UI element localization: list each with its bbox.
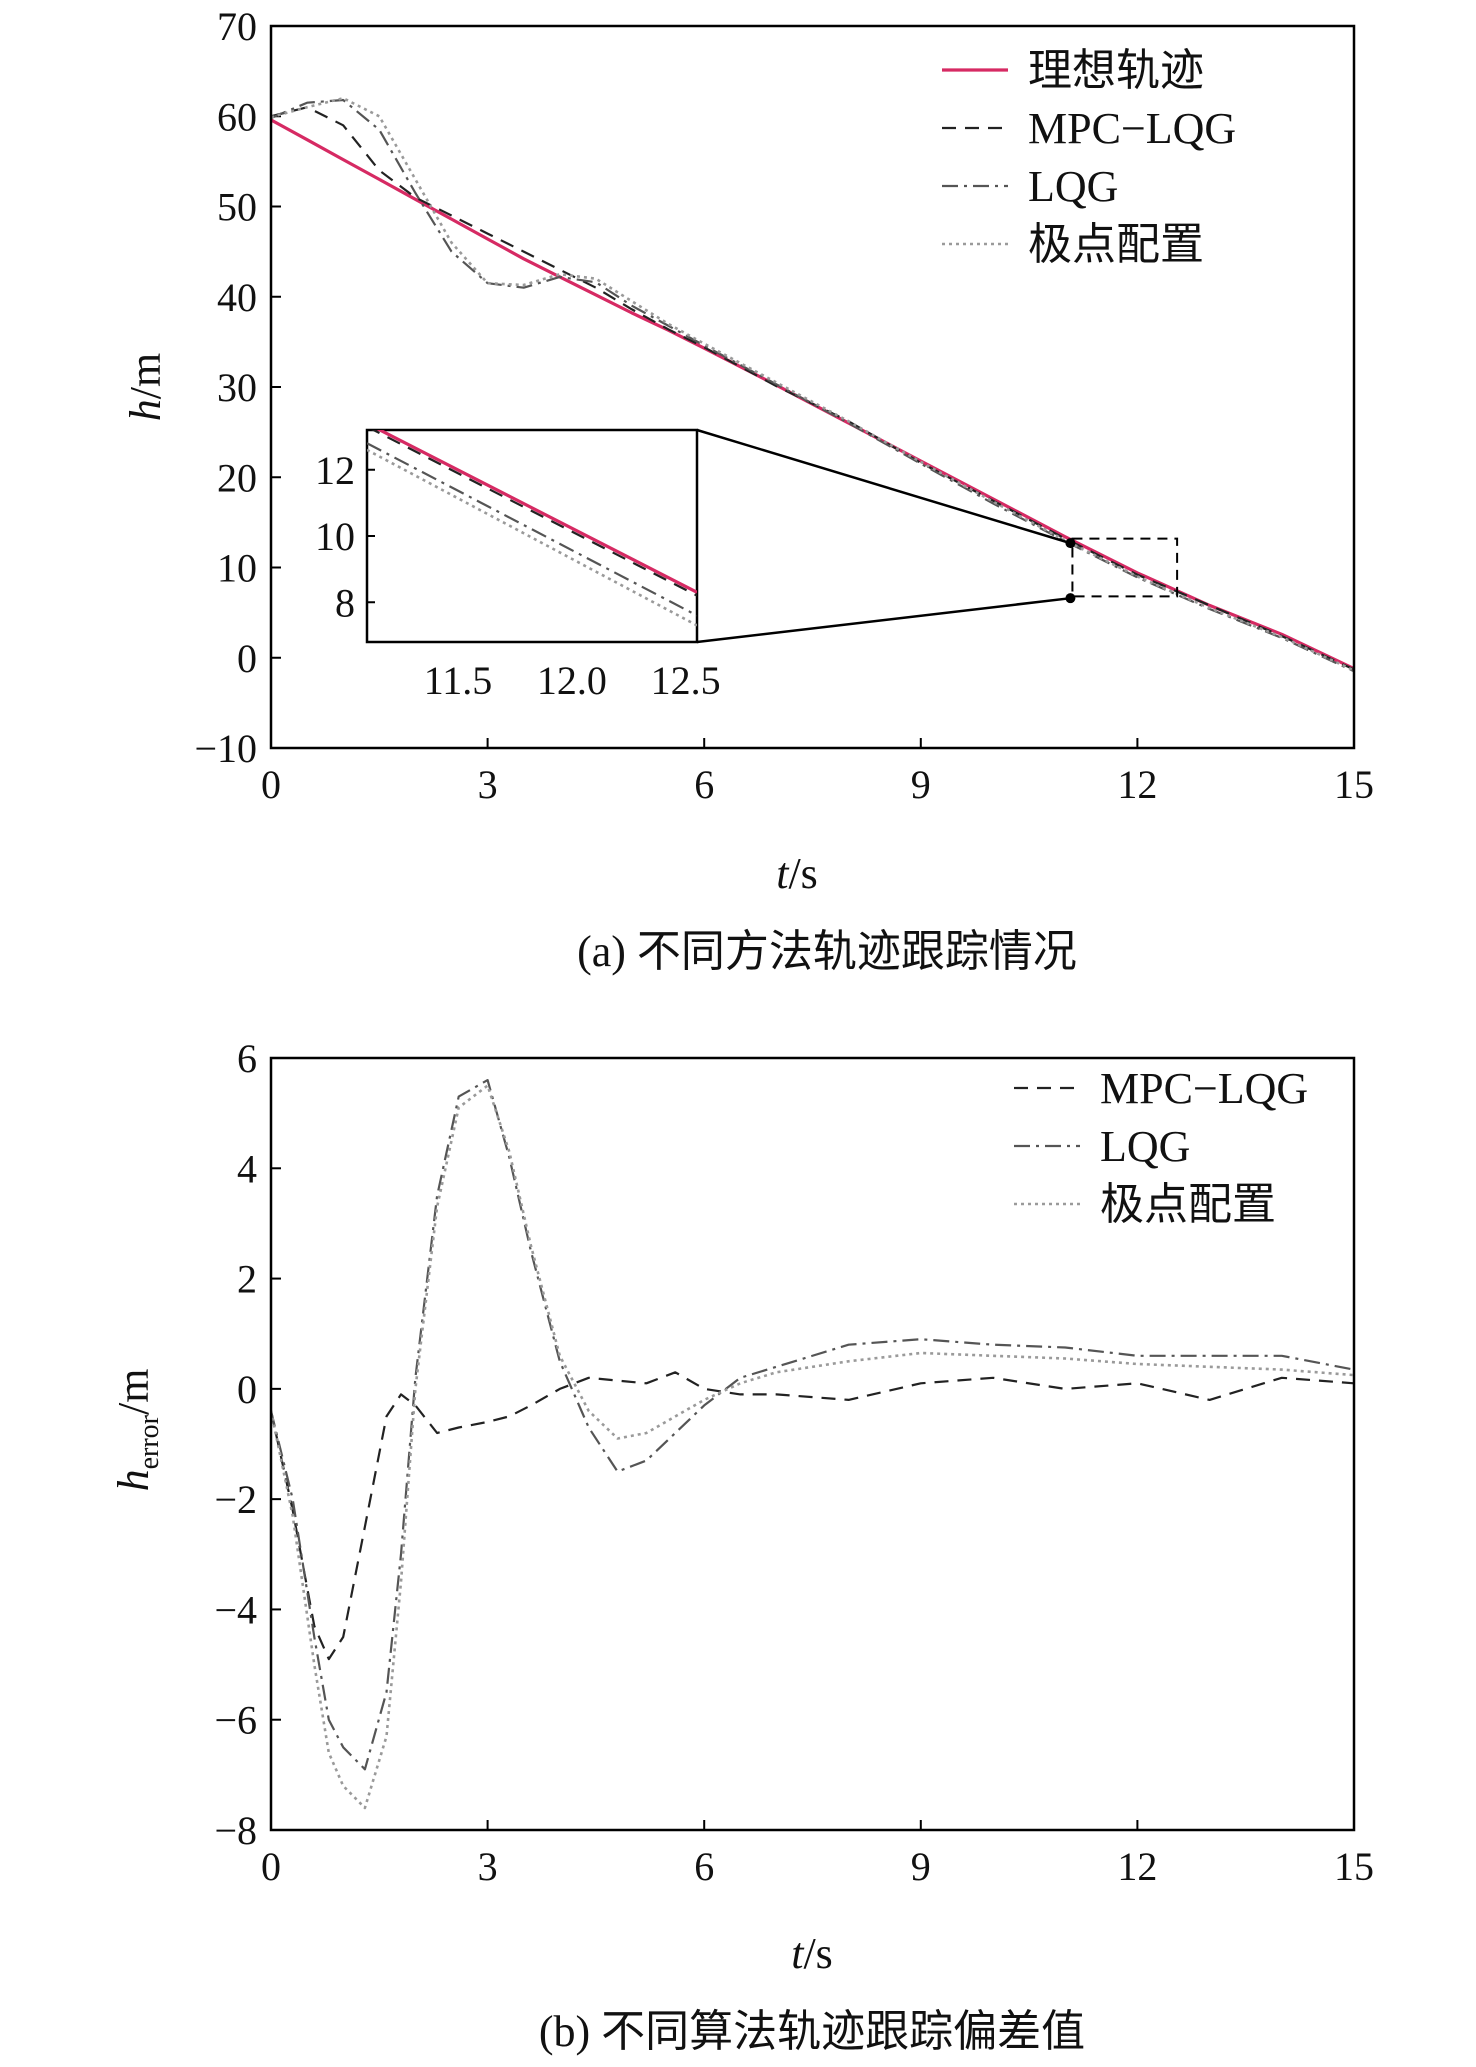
y-tick-label: 40 bbox=[217, 275, 257, 320]
panel-b-legend: MPC−LQG LQG 极点配置 bbox=[1014, 1064, 1308, 1229]
legend-label-lqg: LQG bbox=[1028, 162, 1118, 211]
inset-y-tick-label: 10 bbox=[315, 514, 355, 559]
y-tick-label: 6 bbox=[237, 1036, 257, 1081]
legend-label-mpc-lqg: MPC−LQG bbox=[1100, 1064, 1308, 1113]
panel-a-caption: (a) 不同方法轨迹跟踪情况 bbox=[577, 927, 1077, 976]
inset-line-mpc-lqg bbox=[371, 430, 697, 597]
legend-label-mpc-lqg: MPC−LQG bbox=[1028, 104, 1236, 153]
series-line-lqg bbox=[271, 1079, 1354, 1771]
y-tick-label: 0 bbox=[237, 1367, 257, 1412]
series-line-ideal bbox=[271, 118, 1354, 671]
x-tick-label: 15 bbox=[1334, 1844, 1374, 1889]
y-tick-label: −6 bbox=[214, 1698, 257, 1743]
y-tick-label: 50 bbox=[217, 185, 257, 230]
inset-y-tick-label: 8 bbox=[335, 580, 355, 625]
series-line-mpc-lqg bbox=[271, 1371, 1354, 1661]
legend-label-ideal: 理想轨迹 bbox=[1028, 46, 1204, 95]
x-tick-label: 6 bbox=[694, 762, 714, 807]
inset-x-tick-label: 12.0 bbox=[537, 658, 607, 703]
panel-a-legend: 理想轨迹 MPC−LQG LQG 极点配置 bbox=[942, 46, 1236, 269]
y-tick-label: −10 bbox=[194, 726, 257, 771]
inset-line-lqg bbox=[367, 442, 697, 617]
panel-a-plot-frame bbox=[269, 24, 1356, 750]
panel-b-caption: (b) 不同算法轨迹跟踪偏差值 bbox=[539, 2007, 1085, 2056]
y-tick-label: −4 bbox=[214, 1587, 257, 1632]
x-tick-label: 3 bbox=[478, 1844, 498, 1889]
x-tick-label: 15 bbox=[1334, 762, 1374, 807]
zoom-connector-bottom bbox=[696, 596, 1071, 644]
x-tick-label: 0 bbox=[261, 1844, 281, 1889]
inset-x-tick-label: 12.5 bbox=[651, 658, 721, 703]
series-line-pole-placement bbox=[271, 96, 1354, 672]
zoom-connector-top bbox=[696, 428, 1071, 545]
panel-a-xlabel: t/s bbox=[776, 849, 818, 898]
x-tick-label: 3 bbox=[478, 762, 498, 807]
legend-label-lqg: LQG bbox=[1100, 1122, 1190, 1171]
y-tick-label: 20 bbox=[217, 455, 257, 500]
legend-label-pole-placement: 极点配置 bbox=[1028, 220, 1204, 269]
y-tick-label: −2 bbox=[214, 1477, 257, 1522]
inset-frame bbox=[365, 428, 699, 644]
x-tick-label: 0 bbox=[261, 762, 281, 807]
panel-b-ticks: 0 3 6 9 12 15 −8 −6 −4 −2 0 2 4 6 bbox=[214, 1036, 1374, 1889]
y-tick-label: 70 bbox=[217, 4, 257, 49]
zoom-region-box bbox=[1071, 537, 1179, 598]
inset-line-ideal bbox=[376, 430, 697, 594]
series-line-pole-placement bbox=[271, 1084, 1354, 1810]
y-tick-label: 4 bbox=[237, 1146, 257, 1191]
series-line-mpc-lqg bbox=[271, 106, 1354, 671]
y-tick-label: 60 bbox=[217, 94, 257, 139]
y-tick-label: 30 bbox=[217, 365, 257, 410]
y-tick-label: 2 bbox=[237, 1257, 257, 1302]
panel-b-plot-frame bbox=[269, 1056, 1356, 1832]
x-tick-label: 9 bbox=[911, 1844, 931, 1889]
y-tick-label: 10 bbox=[217, 546, 257, 591]
panel-b-series bbox=[271, 1079, 1354, 1810]
y-tick-label: 0 bbox=[237, 636, 257, 681]
panel-b-chart: 0 3 6 9 12 15 −8 −6 −4 −2 0 2 4 6 MPC−LQG LQG 极点配置 herr… bbox=[109, 1036, 1374, 2056]
inset-series bbox=[367, 430, 697, 627]
x-tick-label: 6 bbox=[694, 1844, 714, 1889]
inset-x-tick-label: 11.5 bbox=[424, 658, 493, 703]
legend-label-pole-placement: 极点配置 bbox=[1100, 1180, 1276, 1229]
x-tick-label: 12 bbox=[1117, 762, 1157, 807]
y-tick-label: −8 bbox=[214, 1808, 257, 1853]
panel-a-series bbox=[271, 96, 1354, 673]
x-tick-label: 12 bbox=[1117, 1844, 1157, 1889]
inset-y-tick-label: 12 bbox=[315, 448, 355, 493]
panel-a-inset: 11.5 12.0 12.5 8 10 12 bbox=[315, 428, 721, 703]
panel-a-ylabel: h/m bbox=[121, 353, 170, 421]
zoom-anchor-dot bbox=[1065, 593, 1076, 604]
x-tick-label: 9 bbox=[911, 762, 931, 807]
zoom-anchor-dot bbox=[1065, 538, 1076, 549]
panel-b-xlabel: t/s bbox=[791, 1929, 833, 1978]
panel-b-ylabel: herror/m bbox=[109, 1369, 165, 1492]
panel-a-zoom-indicator bbox=[696, 428, 1179, 644]
